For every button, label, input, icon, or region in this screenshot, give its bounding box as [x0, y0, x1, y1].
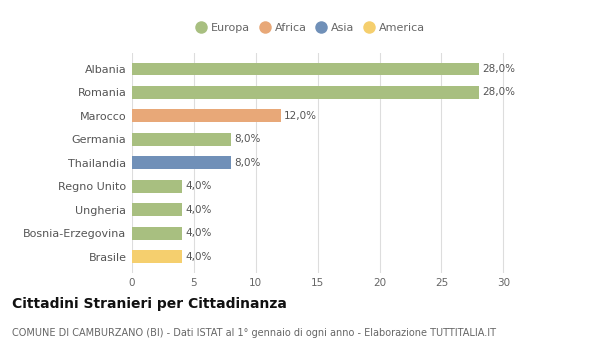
Text: 8,0%: 8,0% — [235, 158, 261, 168]
Text: 4,0%: 4,0% — [185, 181, 212, 191]
Bar — [132, 180, 182, 193]
Text: 8,0%: 8,0% — [235, 134, 261, 144]
Bar — [132, 203, 182, 216]
Legend: Europa, Africa, Asia, America: Europa, Africa, Asia, America — [191, 18, 430, 38]
Bar — [132, 156, 231, 169]
Text: 12,0%: 12,0% — [284, 111, 317, 121]
Bar — [132, 227, 182, 239]
Bar — [132, 110, 281, 122]
Bar — [132, 86, 479, 99]
Text: 4,0%: 4,0% — [185, 205, 212, 215]
Text: 28,0%: 28,0% — [482, 88, 515, 97]
Text: 28,0%: 28,0% — [482, 64, 515, 74]
Bar — [132, 250, 182, 263]
Bar — [132, 133, 231, 146]
Text: COMUNE DI CAMBURZANO (BI) - Dati ISTAT al 1° gennaio di ogni anno - Elaborazione: COMUNE DI CAMBURZANO (BI) - Dati ISTAT a… — [12, 328, 496, 338]
Text: Cittadini Stranieri per Cittadinanza: Cittadini Stranieri per Cittadinanza — [12, 297, 287, 311]
Bar — [132, 63, 479, 75]
Text: 4,0%: 4,0% — [185, 228, 212, 238]
Text: 4,0%: 4,0% — [185, 252, 212, 261]
